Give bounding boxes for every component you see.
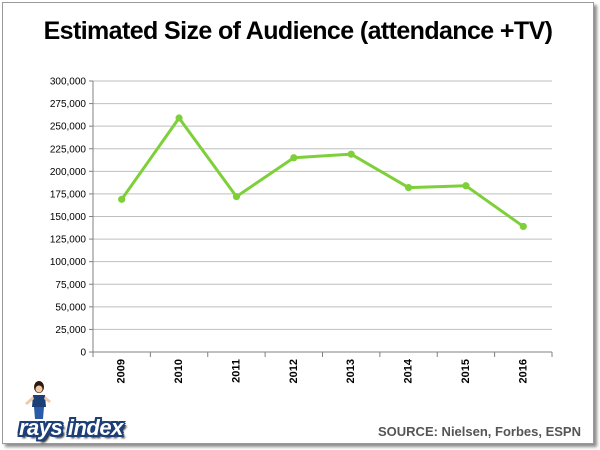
data-point [175,114,183,122]
y-tick-label: 200,000 [50,167,87,178]
grid-lines [93,80,552,330]
x-tick-label: 2014 [403,358,415,383]
x-tick-label: 2010 [173,359,185,383]
y-tick-label: 150,000 [50,212,87,223]
y-tick-label: 0 [80,348,86,359]
chart-title: Estimated Size of Audience (attendance +… [43,17,553,45]
series-audience [118,114,527,231]
x-tick-label: 2015 [460,359,472,383]
y-tick-label: 175,000 [50,189,87,200]
y-tick-label: 250,000 [50,122,87,133]
x-tick-label: 2013 [345,359,357,383]
y-tick-label: 275,000 [50,99,87,110]
y-tick-label: 300,000 [50,77,87,88]
data-point [462,182,470,190]
y-tick-label: 75,000 [55,280,86,291]
data-point [519,222,527,231]
y-tick-label: 225,000 [50,144,87,155]
x-tick-label: 2011 [230,359,242,383]
y-tick-label: 50,000 [55,302,86,313]
y-axis-ticks: 0 25,000 50,000 75,000 100,000 125,000 150,000… [50,77,87,359]
x-tick-label: 2016 [517,359,529,383]
data-point [347,150,355,158]
axes [89,80,553,357]
data-point [118,195,126,203]
y-tick-label: 100,000 [50,257,87,268]
x-tick-label: 2012 [288,359,300,383]
data-point [290,154,298,162]
y-tick-label: 25,000 [55,325,86,336]
logo-text: rays index [19,415,123,440]
series-line [120,116,525,228]
mascot-figure-icon [25,381,51,419]
data-point [232,193,241,201]
y-tick-label: 125,000 [50,235,87,246]
rays-index-logo: rays index [13,381,135,443]
data-point [404,183,413,192]
x-axis-ticks: 2009 2010 2011 2012 2013 2014 2015 2016 [116,358,530,383]
chart-canvas: 0 25,000 50,000 75,000 100,000 125,000 150,000… [50,77,553,383]
chart-frame: Estimated Size of Audience (attendance +… [2,2,594,444]
source-note: SOURCE: Nielsen, Forbes, ESPN [378,424,581,439]
x-tick-label: 2009 [116,359,128,383]
